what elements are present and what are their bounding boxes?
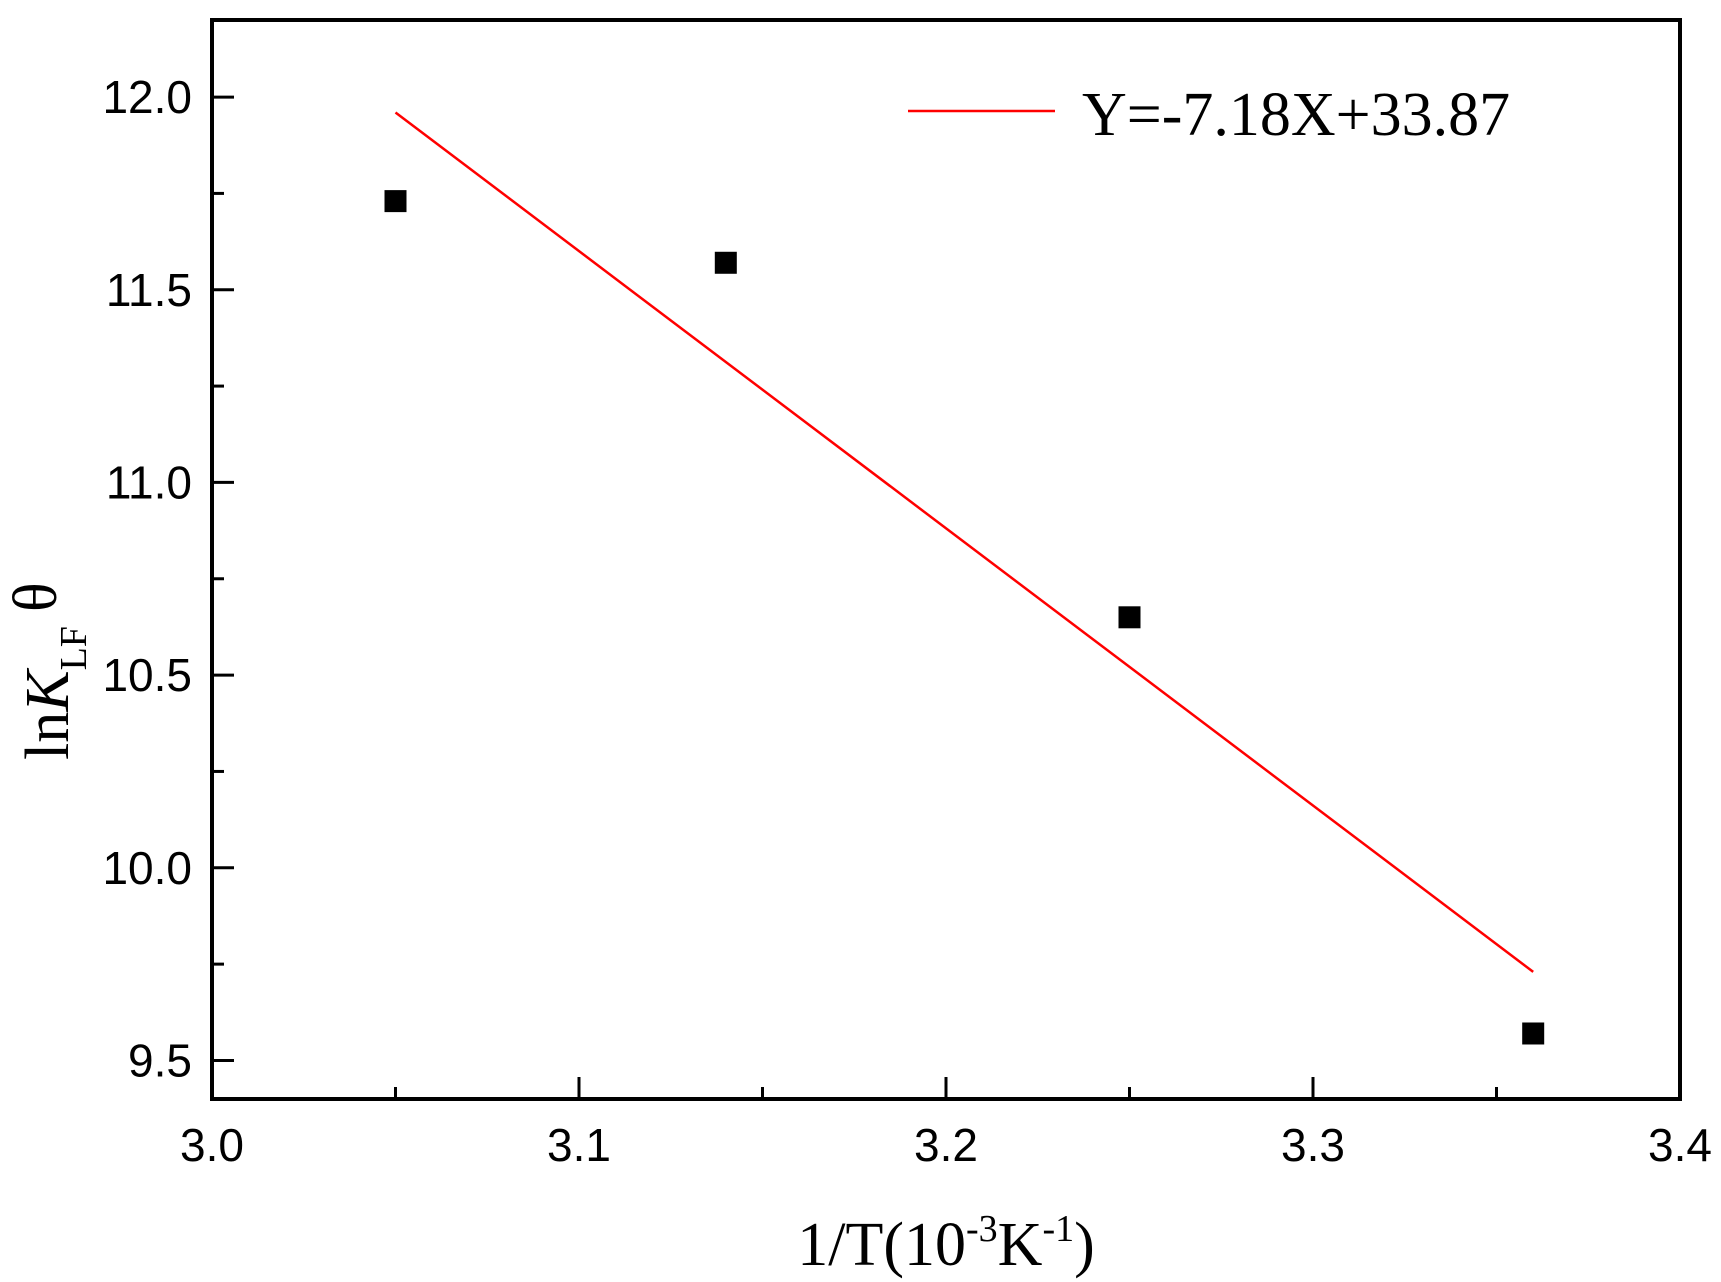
x-axis-title-sup1: -3 [966, 1208, 998, 1250]
y-tick-label: 11.0 [106, 456, 192, 508]
y-axis-title-sub: LF [53, 626, 95, 670]
fit-line-group [394, 111, 1534, 973]
x-axis-title: 1/T(10-3K-1) [797, 1208, 1095, 1279]
fit-line [394, 111, 1534, 973]
x-axis-title-end: ) [1074, 1211, 1095, 1279]
x-axis-title-mid: K [998, 1211, 1043, 1279]
x-tick-label: 3.1 [547, 1119, 611, 1171]
y-axis-ticks: 9.5 10.0 10.5 11.0 11.5 12.0 [102, 71, 234, 1086]
y-axis-title-suffix: θ [2, 582, 70, 612]
legend-label: Y=-7.18X+33.87 [1082, 81, 1510, 149]
y-axis-title-var: K [14, 667, 82, 713]
legend: Y=-7.18X+33.87 [908, 81, 1510, 149]
data-point [714, 251, 737, 274]
y-tick-label: 9.5 [128, 1034, 192, 1086]
y-axis-title: lnKLF θ [2, 582, 95, 760]
x-tick-label: 3.2 [914, 1119, 978, 1171]
y-tick-label: 12.0 [102, 71, 192, 123]
y-tick-label: 10.5 [102, 649, 192, 701]
x-tick-label: 3.0 [180, 1119, 244, 1171]
data-points [384, 190, 1545, 1045]
x-axis-title-sup2: -1 [1042, 1208, 1074, 1250]
x-tick-label: 3.4 [1648, 1119, 1712, 1171]
plot-frame [210, 18, 1682, 1101]
data-point [1522, 1022, 1545, 1045]
data-point [384, 190, 407, 213]
y-tick-label: 11.5 [106, 264, 192, 316]
x-axis-ticks: 3.0 3.1 3.2 3.3 3.4 [180, 1077, 1712, 1171]
x-tick-label: 3.3 [1281, 1119, 1345, 1171]
x-axis-title-base: 1/T(10 [797, 1211, 966, 1279]
data-point [1118, 606, 1141, 629]
y-tick-label: 10.0 [102, 842, 192, 894]
y-axis-title-prefix: ln [14, 712, 82, 760]
